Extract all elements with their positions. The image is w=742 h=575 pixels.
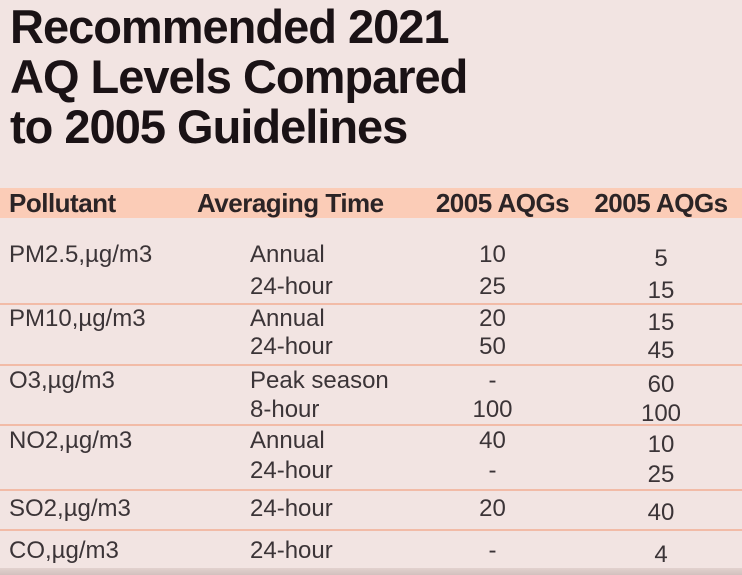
aqgs-left-value: 20 bbox=[479, 305, 506, 332]
pollutant-column: NO2,µg/m3 bbox=[0, 426, 185, 489]
aqgs-left-value: 10 bbox=[479, 241, 506, 268]
averaging-time-cell: Annual bbox=[250, 305, 325, 332]
table-header-row: Pollutant Averaging Time 2005 AQGs 2005 … bbox=[0, 188, 742, 218]
aqgs-left-value: 25 bbox=[479, 273, 506, 300]
pollutant-name: CO,µg/m3 bbox=[9, 537, 119, 564]
aqgs-left-value: 20 bbox=[479, 495, 506, 522]
page-title: Recommended 2021 AQ Levels Compared to 2… bbox=[10, 0, 468, 153]
pollutant-group: SO2,µg/m3 24-hour 20 40 bbox=[0, 489, 742, 529]
aqgs-left-column: 20 50 bbox=[425, 305, 580, 364]
aqgs-right-value: 40 bbox=[647, 499, 675, 526]
averaging-time-column: Annual 24-hour bbox=[185, 426, 425, 489]
aqgs-right-value: 15 bbox=[647, 309, 675, 336]
averaging-time-column: Annual 24-hour bbox=[185, 218, 425, 303]
averaging-time-cell: Peak season bbox=[250, 366, 389, 394]
pollutant-name: NO2,µg/m3 bbox=[9, 427, 133, 454]
averaging-time-column: Peak season 8-hour bbox=[185, 366, 425, 424]
aqgs-left-column: 10 25 bbox=[425, 218, 580, 303]
averaging-time-cell: Annual bbox=[250, 427, 325, 454]
pollutant-name: O3,µg/m3 bbox=[9, 366, 115, 394]
aqgs-left-value: - bbox=[488, 537, 497, 564]
aqgs-right-value: 10 bbox=[647, 431, 675, 458]
pollutant-column: O3,µg/m3 bbox=[0, 366, 185, 424]
header-cell-aqgs-left: 2005 AQGs bbox=[435, 188, 570, 218]
title-line-1: Recommended 2021 bbox=[10, 0, 450, 53]
bottom-edge-strip bbox=[0, 568, 742, 575]
aqgs-right-value: 15 bbox=[647, 277, 675, 304]
aqgs-right-column: 10 25 bbox=[580, 426, 742, 489]
averaging-time-cell: 24-hour bbox=[250, 273, 333, 300]
averaging-time-cell: Annual bbox=[250, 241, 325, 268]
aqgs-left-value: 100 bbox=[472, 395, 513, 423]
pollutant-group: PM10,µg/m3 Annual 24-hour 20 50 15 45 bbox=[0, 303, 742, 364]
aqgs-right-value: 60 bbox=[647, 370, 675, 398]
pollutant-column: PM2.5,µg/m3 bbox=[0, 218, 185, 303]
aqgs-left-column: 20 bbox=[425, 491, 580, 529]
pollutant-name: PM10,µg/m3 bbox=[9, 305, 146, 332]
averaging-time-column: Annual 24-hour bbox=[185, 305, 425, 364]
aqgs-right-value: 25 bbox=[647, 461, 675, 488]
averaging-time-cell: 24-hour bbox=[250, 333, 333, 360]
aqgs-right-column: 15 45 bbox=[580, 305, 742, 364]
pollutant-group: PM2.5,µg/m3 Annual 24-hour 10 25 5 15 bbox=[0, 218, 742, 304]
header-cell-aqgs-right: 2005 AQGs bbox=[594, 188, 728, 218]
header-cell-averaging-time: Averaging Time bbox=[197, 188, 384, 218]
averaging-time-cell: 24-hour bbox=[250, 495, 333, 522]
pollutant-group: CO,µg/m3 24-hour - 4 bbox=[0, 529, 742, 575]
pollutant-group: NO2,µg/m3 Annual 24-hour 40-10 25 bbox=[0, 424, 742, 489]
aqgs-right-column: 60 100 bbox=[580, 366, 742, 427]
aqgs-left-value: - bbox=[488, 457, 497, 484]
aqgs-right-value: 100 bbox=[640, 399, 682, 427]
aqgs-left-column: -100 bbox=[425, 366, 580, 424]
aqgs-right-column: 40 bbox=[580, 491, 742, 529]
aqgs-left-value: - bbox=[488, 366, 497, 394]
title-line-2: AQ Levels Compared bbox=[10, 50, 468, 103]
aqgs-right-column: 5 15 bbox=[580, 218, 742, 304]
averaging-time-cell: 24-hour bbox=[250, 537, 333, 564]
aqgs-right-value: 4 bbox=[654, 541, 668, 568]
aqgs-right-value: 45 bbox=[647, 337, 675, 364]
aqgs-left-column: - bbox=[425, 531, 580, 575]
aqgs-left-column: 40 - bbox=[425, 426, 580, 489]
aqgs-right-value: 5 bbox=[654, 245, 668, 272]
averaging-time-cell: 24-hour bbox=[250, 457, 333, 484]
pollutant-group: O3,µg/m3 Peak season 8-hour -100 60 100 bbox=[0, 364, 742, 427]
averaging-time-column: 24-hour bbox=[185, 531, 425, 575]
table-body: PM2.5,µg/m3 Annual 24-hour 10 25 5 15 PM10,µg/m… bbox=[0, 218, 742, 575]
averaging-time-column: 24-hour bbox=[185, 491, 425, 529]
pollutant-name: PM2.5,µg/m3 bbox=[9, 241, 153, 268]
title-line-3: to 2005 Guidelines bbox=[10, 100, 408, 153]
aqgs-left-value: 40 bbox=[479, 427, 506, 454]
aqgs-left-value: 50 bbox=[479, 333, 506, 360]
pollutant-name: SO2,µg/m3 bbox=[9, 495, 131, 522]
averaging-time-cell: 8-hour bbox=[250, 395, 320, 423]
header-cell-pollutant: Pollutant bbox=[9, 188, 116, 218]
pollutant-column: SO2,µg/m3 bbox=[0, 491, 185, 529]
aqgs-right-column: 4 bbox=[580, 531, 742, 575]
pollutant-column: CO,µg/m3 bbox=[0, 531, 185, 575]
pollutant-column: PM10,µg/m3 bbox=[0, 305, 185, 364]
